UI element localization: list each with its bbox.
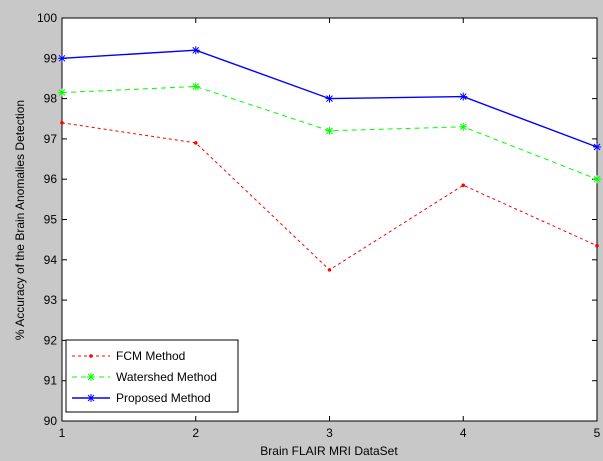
x-tick-label-2: 2 xyxy=(192,426,199,440)
series-point-watershed-method-2 xyxy=(191,82,200,91)
series-point-proposed-method-4-d2 xyxy=(459,93,467,100)
legend-marker-fcm-method xyxy=(89,354,93,358)
series-layer xyxy=(58,46,601,272)
y-tick-label-98: 98 xyxy=(44,92,58,106)
series-point-watershed-method-5-d2 xyxy=(593,175,601,183)
series-point-fcm-method-3 xyxy=(327,268,332,272)
x-tick-label-1: 1 xyxy=(59,426,66,440)
legend-box xyxy=(65,339,239,413)
series-point-fcm-method-1 xyxy=(60,120,64,125)
series-point-watershed-method-1 xyxy=(58,88,66,97)
y-tick-label-99: 99 xyxy=(44,51,58,65)
legend-marker-proposed-method xyxy=(87,394,95,402)
series-point-proposed-method-2 xyxy=(191,46,200,55)
axis-ticks xyxy=(61,17,598,422)
series-point-proposed-method-3 xyxy=(325,94,334,103)
y-tick-label-95: 95 xyxy=(44,213,58,227)
series-point-watershed-method-3-d2 xyxy=(326,127,333,135)
y-tick-label-96: 96 xyxy=(44,172,58,186)
series-point-watershed-method-4 xyxy=(459,122,468,131)
series-point-proposed-method-1-d2 xyxy=(58,54,66,62)
x-tick-label-4: 4 xyxy=(460,426,467,440)
series-point-proposed-method-3-d2 xyxy=(326,95,333,102)
y-axis-title: % Accuracy of the Brain Anomalies Detect… xyxy=(13,100,27,340)
x-tick-label-5: 5 xyxy=(594,426,601,440)
series-point-watershed-method-3 xyxy=(325,126,334,135)
series-point-proposed-method-5 xyxy=(593,142,601,151)
legend-marker-watershed-method-d2 xyxy=(87,373,95,381)
series-point-fcm-method-4 xyxy=(461,183,466,188)
series-point-fcm-method-2 xyxy=(193,141,198,145)
series-point-watershed-method-2-d2 xyxy=(192,83,200,90)
series-point-proposed-method-4 xyxy=(459,92,468,101)
series-point-proposed-method-5-d2 xyxy=(593,143,601,151)
y-tick-label-90: 90 xyxy=(44,414,58,428)
y-tick-label-92: 92 xyxy=(44,333,58,347)
legend-label-fcm-method: FCM Method xyxy=(116,349,185,363)
x-tick-label-3: 3 xyxy=(326,426,333,440)
y-tick-label-100: 100 xyxy=(37,11,57,25)
series-point-watershed-method-1-d2 xyxy=(58,89,66,96)
tick-labels: 90 91 92 93 94 95 96 97 98 99 100 1 2 3 4 5 xyxy=(37,11,601,440)
y-tick-label-97: 97 xyxy=(44,132,58,146)
legend-label-watershed-method: Watershed Method xyxy=(116,370,217,384)
y-tick-label-91: 91 xyxy=(44,374,58,388)
series-point-watershed-method-4-d2 xyxy=(459,123,467,131)
legend-marker-watershed-method xyxy=(87,373,95,381)
series-point-watershed-method-5 xyxy=(593,175,601,184)
x-axis-title: Brain FLAIR MRI DataSet xyxy=(260,444,398,458)
legend: FCM Method Watershed Method Proposed Metho… xyxy=(65,339,239,413)
legend-label-proposed-method: Proposed Method xyxy=(116,391,211,405)
series-point-fcm-method-5 xyxy=(595,243,599,248)
series-point-proposed-method-1 xyxy=(58,54,66,63)
y-tick-label-93: 93 xyxy=(44,293,58,307)
series-point-proposed-method-2-d2 xyxy=(192,46,200,54)
y-tick-label-94: 94 xyxy=(44,253,58,267)
legend-marker-proposed-method-d2 xyxy=(87,394,95,402)
